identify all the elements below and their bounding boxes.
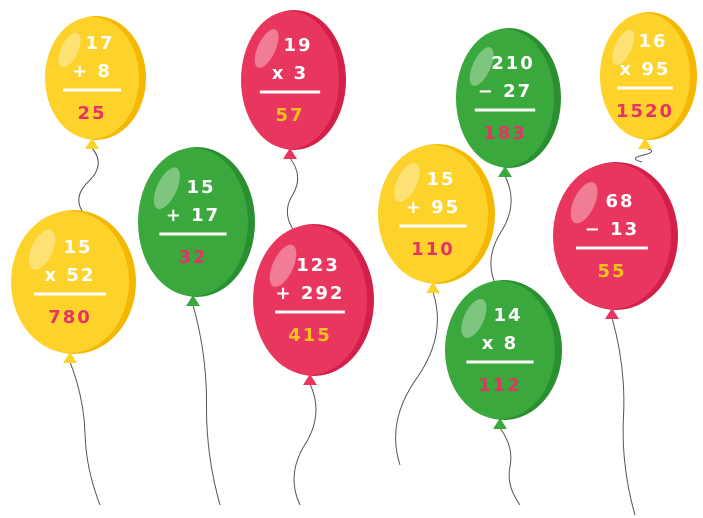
balloon-highlight <box>394 163 420 202</box>
top-number: 68 <box>605 191 634 212</box>
balloon-highlight <box>28 229 56 270</box>
top-number: 15 <box>63 237 92 258</box>
balloon-body <box>138 148 248 296</box>
answer: 415 <box>288 325 332 346</box>
balloon-knot <box>85 138 99 149</box>
top-number: 123 <box>296 255 340 276</box>
balloon-string <box>192 304 221 506</box>
balloon: 123 + 292 415 <box>253 224 374 385</box>
operation: x 52 <box>45 265 96 286</box>
operation: x 95 <box>620 59 671 80</box>
answer: 32 <box>178 247 207 268</box>
balloon-body <box>241 11 339 149</box>
top-number: 15 <box>186 177 215 198</box>
answer: 1520 <box>616 101 674 122</box>
balloon-highlight <box>461 299 487 338</box>
balloon-knot <box>498 166 512 177</box>
operation: x 8 <box>482 333 518 354</box>
balloon-knot <box>186 295 200 306</box>
balloon-body <box>11 211 129 353</box>
operation: − 13 <box>585 219 639 240</box>
balloon-string <box>395 291 438 466</box>
operation: x 3 <box>272 63 308 84</box>
balloon-body <box>253 225 367 375</box>
operation: + 8 <box>72 61 112 82</box>
balloon-highlight <box>269 244 297 287</box>
balloon-string <box>286 157 299 233</box>
balloon-highlight <box>153 167 180 210</box>
answer: 183 <box>483 123 527 144</box>
balloon-knot <box>303 374 317 385</box>
balloon-string <box>293 383 317 506</box>
balloon-knot <box>63 352 77 363</box>
balloon-highlight <box>612 29 635 65</box>
balloon-body <box>378 145 488 283</box>
balloon-body <box>600 13 690 139</box>
balloon-body <box>456 29 554 167</box>
operation: + 292 <box>276 283 345 304</box>
balloon-string <box>499 427 521 506</box>
balloon-highlight <box>254 29 279 68</box>
balloon-body <box>445 281 555 419</box>
balloon-knot <box>605 308 619 319</box>
operation: − 27 <box>478 81 532 102</box>
balloon-string <box>490 175 512 289</box>
balloon: 16 x 95 1520 <box>600 12 697 149</box>
balloon: 17 + 8 25 <box>45 16 146 149</box>
balloon-knot <box>283 148 297 159</box>
operation: + 95 <box>406 197 460 218</box>
balloon-highlight <box>58 32 81 68</box>
balloon-body <box>45 17 139 139</box>
top-number: 19 <box>283 35 312 56</box>
answer: 112 <box>478 375 522 396</box>
answer: 780 <box>48 307 92 328</box>
balloon-knot <box>493 418 507 429</box>
balloon-string <box>78 147 99 216</box>
balloon: 15 + 17 32 <box>138 147 255 306</box>
balloon-string <box>611 317 636 516</box>
top-number: 17 <box>85 33 114 54</box>
top-number: 210 <box>491 53 535 74</box>
balloon-highlight <box>570 182 598 224</box>
balloon-knot <box>426 282 440 293</box>
balloon-string <box>634 147 653 163</box>
balloon: 19 x 3 57 <box>241 10 346 159</box>
balloon: 14 x 8 112 <box>445 280 562 429</box>
balloon: 15 + 95 110 <box>378 144 495 293</box>
top-number: 15 <box>426 169 455 190</box>
balloon-body <box>553 163 671 309</box>
operation: + 17 <box>166 205 220 226</box>
balloon: 15 x 52 780 <box>11 210 136 363</box>
balloon-highlight <box>469 47 494 86</box>
top-number: 16 <box>638 31 667 52</box>
top-number: 14 <box>493 305 522 326</box>
balloon: 210 − 27 183 <box>456 28 561 177</box>
balloon-string <box>69 361 101 506</box>
balloon-knot <box>638 138 652 149</box>
answer: 55 <box>597 261 626 282</box>
answer: 25 <box>77 103 106 124</box>
answer: 57 <box>275 105 304 126</box>
answer: 110 <box>411 239 455 260</box>
balloon: 68 − 13 55 <box>553 162 678 319</box>
